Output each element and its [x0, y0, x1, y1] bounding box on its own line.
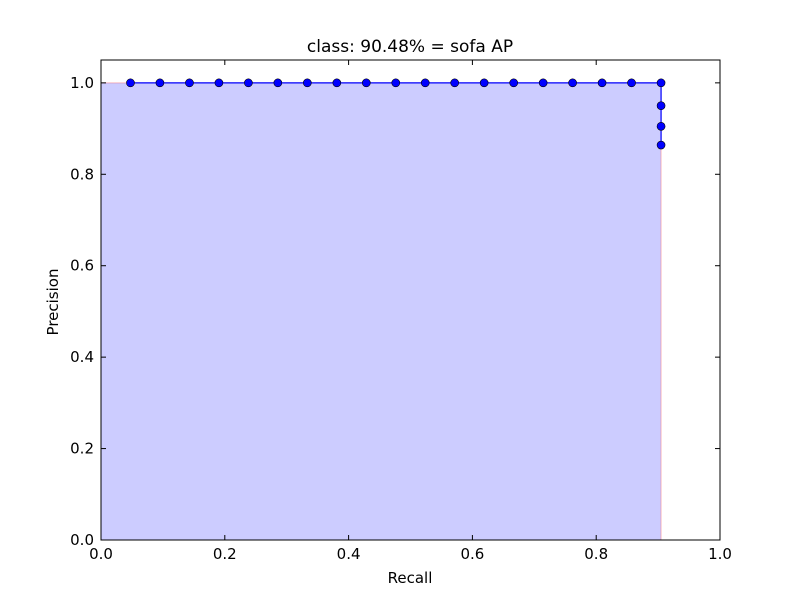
series-layer [126, 78, 666, 150]
x-tick-label: 1.0 [708, 545, 732, 563]
data-point [479, 78, 489, 88]
data-point [656, 140, 666, 150]
data-point [450, 78, 459, 88]
y-tick-label: 1.0 [70, 74, 94, 92]
x-tick-label: 0.8 [584, 545, 608, 563]
data-point [509, 78, 518, 88]
data-point [597, 78, 607, 88]
data-point [362, 78, 371, 88]
plot-frame [100, 59, 721, 541]
area-layer [100, 82, 662, 541]
data-point [538, 78, 548, 88]
tick-layer: 0.0 0.2 0.4 0.6 0.8 1.0 0.0 0.2 0.4 0.6 0.8 1.0 [70, 60, 732, 563]
y-axis-label: Precision [44, 269, 62, 336]
y-tick-label: 0.6 [70, 257, 94, 275]
data-point [568, 78, 577, 88]
x-tick-label: 0.2 [213, 545, 237, 563]
data-point [244, 78, 253, 88]
data-point [126, 78, 135, 88]
data-point [332, 78, 342, 88]
series-line [130, 82, 662, 146]
x-axis-label: Recall [388, 569, 433, 587]
data-point [303, 78, 312, 88]
y-tick-label: 0.0 [70, 531, 94, 549]
y-tick-label: 0.8 [70, 165, 94, 183]
data-point [273, 78, 283, 88]
data-point [185, 78, 194, 88]
data-point [391, 78, 401, 88]
data-point [656, 121, 666, 131]
data-point [656, 101, 666, 111]
y-tick-label: 0.4 [70, 348, 94, 366]
x-tick-label: 0.0 [89, 545, 113, 563]
data-point [627, 78, 636, 88]
chart-title: class: 90.48% = sofa AP [307, 37, 513, 57]
data-point [420, 78, 430, 88]
pr-area-fill [100, 82, 662, 541]
y-tick-label: 0.2 [70, 440, 94, 458]
x-tick-label: 0.4 [337, 545, 361, 563]
data-point [214, 78, 224, 88]
data-point [656, 78, 666, 88]
data-point [155, 78, 165, 88]
x-tick-label: 0.6 [460, 545, 484, 563]
